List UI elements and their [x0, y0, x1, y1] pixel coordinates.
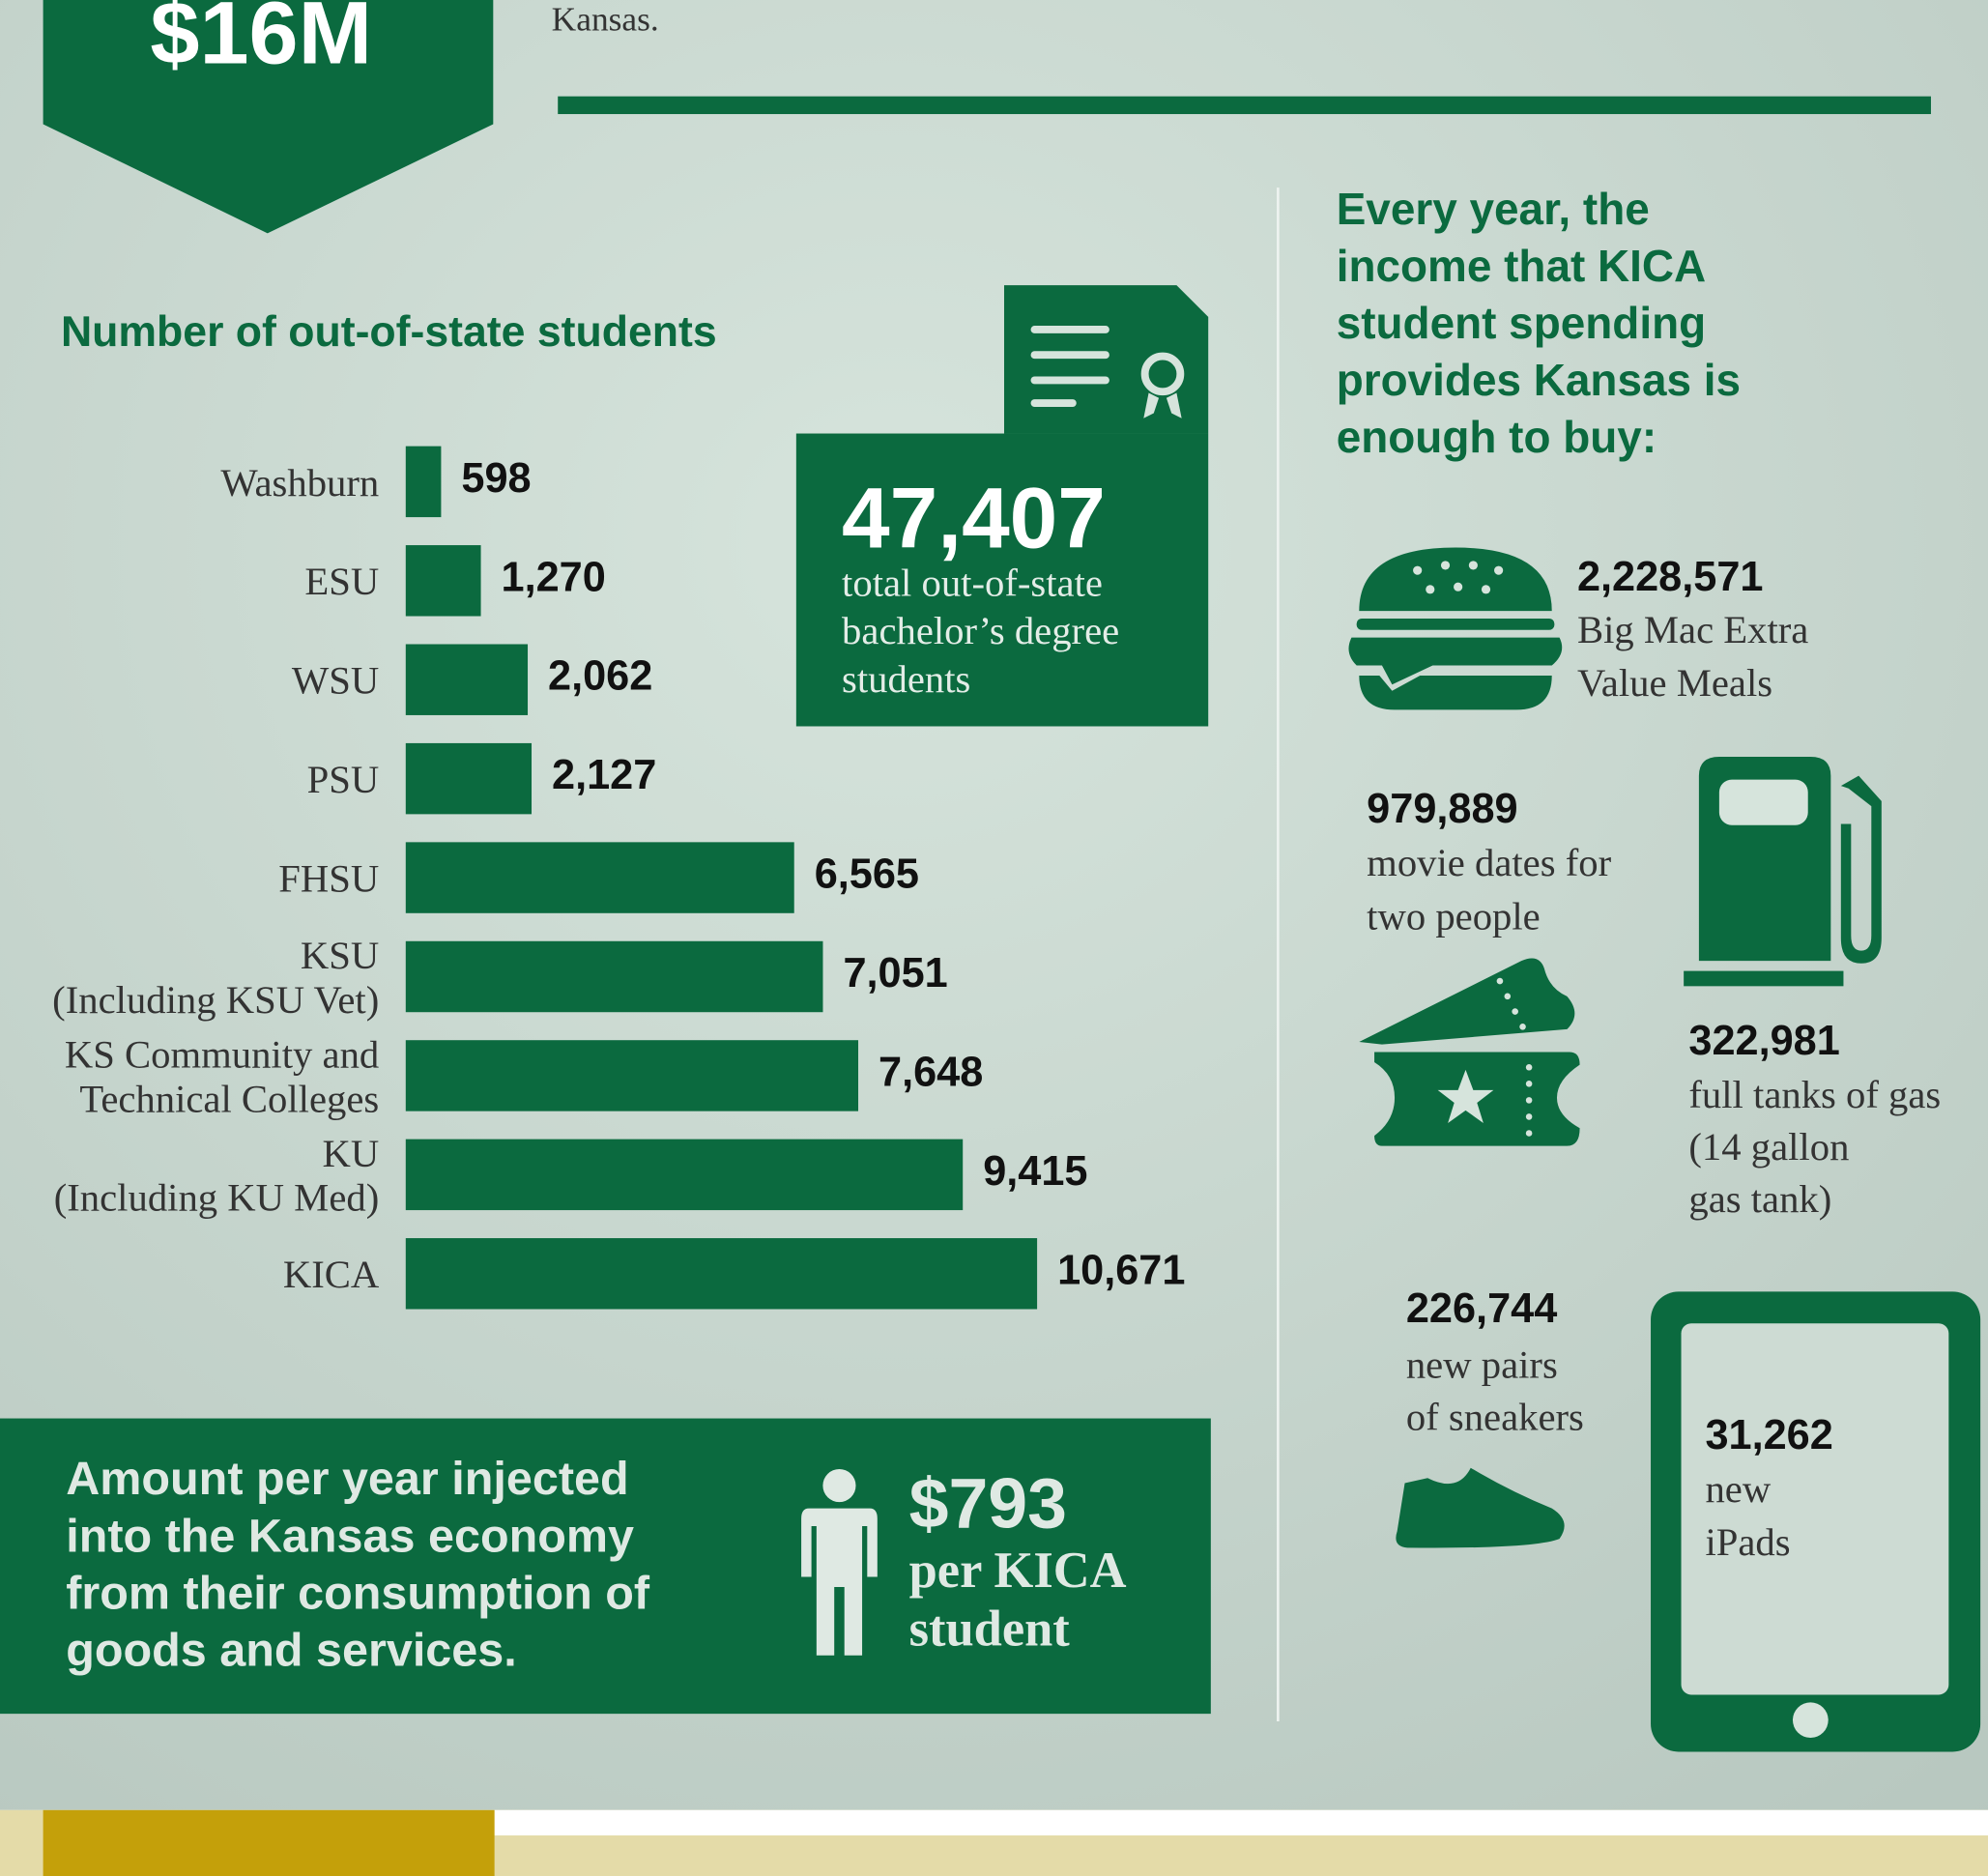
bar [405, 644, 529, 715]
value-label: 2,127 [552, 752, 656, 798]
header-amount: $16M [150, 0, 372, 83]
bar [405, 446, 442, 518]
category-label: KSU (Including KSU Vet) [52, 934, 379, 1022]
bar [405, 842, 794, 913]
category-label: Washburn [220, 461, 379, 505]
bar [405, 545, 481, 617]
item-label: new pairs of sneakers [1406, 1343, 1584, 1439]
item-label: new iPads [1705, 1467, 1790, 1564]
category-label: KICA [283, 1253, 380, 1296]
certificate-icon [1003, 285, 1209, 434]
footer-line [494, 1809, 1988, 1836]
category-label: FHSU [278, 857, 379, 901]
value-label: 1,270 [502, 554, 606, 600]
item-value: 322,981 [1688, 1018, 1839, 1064]
bar [405, 1040, 859, 1111]
value-label: 6,565 [815, 851, 919, 898]
item-value: 226,744 [1406, 1285, 1557, 1332]
value-label: 2,062 [548, 653, 652, 700]
category-label: KU (Including KU Med) [54, 1132, 380, 1220]
injection-text: Amount per year injected into the Kansas … [66, 1453, 650, 1676]
total-label: total out-of-state bachelor’s degree stude… [842, 561, 1119, 701]
gas-pump-icon [1684, 756, 1882, 987]
item-label: Big Mac Extra Value Meals [1577, 608, 1808, 705]
value-label: 10,671 [1057, 1247, 1185, 1293]
bar [405, 742, 533, 815]
sneaker-icon [1396, 1467, 1565, 1548]
bar [405, 1139, 964, 1211]
rule [558, 96, 1931, 115]
item-value: 979,889 [1367, 786, 1517, 832]
category-label: PSU [307, 758, 380, 801]
item-label: full tanks of gas (14 gallon gas tank) [1688, 1073, 1941, 1221]
value-label: 7,051 [843, 950, 947, 996]
injection-amount: $793 [909, 1463, 1067, 1543]
ticket-icon [1359, 958, 1580, 1146]
value-label: 598 [461, 455, 531, 502]
header-text: Kansas. [552, 0, 659, 38]
total-box [795, 433, 1209, 727]
bar [405, 1238, 1038, 1310]
total-value: 47,407 [842, 470, 1106, 566]
injection-unit: per KICA student [909, 1543, 1127, 1657]
item-label: movie dates for two people [1367, 841, 1611, 938]
spending-title: Every year, the income that KICA student s… [1337, 184, 1741, 462]
ipad-icon [1651, 1291, 1981, 1752]
category-label: WSU [292, 659, 379, 703]
chart-title: Number of out-of-state students [61, 308, 717, 356]
category-label: KS Community and Technical Colleges [65, 1032, 379, 1120]
burger-icon [1348, 547, 1563, 710]
value-label: 9,415 [983, 1148, 1087, 1195]
injection-box [0, 1418, 1211, 1715]
value-label: 7,648 [879, 1049, 983, 1095]
bar [405, 940, 823, 1013]
category-label: ESU [304, 560, 379, 603]
amount-badge [43, 0, 494, 234]
person-icon [801, 1469, 878, 1656]
item-value: 31,262 [1705, 1412, 1832, 1458]
item-value: 2,228,571 [1577, 554, 1764, 600]
gold-tab [43, 1809, 495, 1876]
